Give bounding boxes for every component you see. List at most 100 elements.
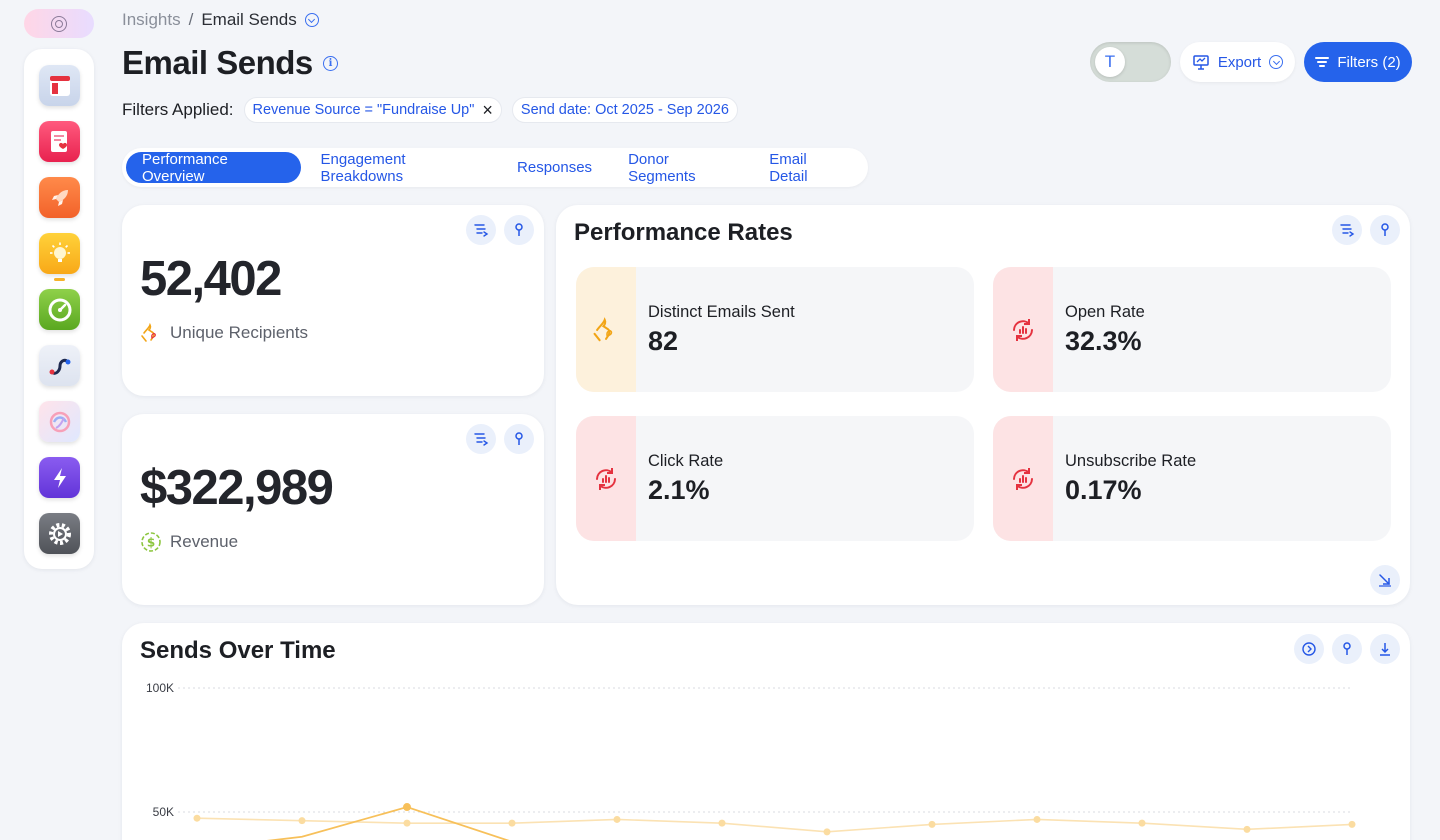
download-icon[interactable] [1370, 634, 1400, 664]
revenue-label: Revenue [170, 532, 239, 551]
details-list-icon[interactable] [466, 424, 496, 454]
data-point[interactable] [1138, 819, 1146, 827]
page-title: Email Sends i [122, 44, 338, 82]
series-line [196, 817, 1353, 833]
data-point[interactable] [403, 803, 411, 812]
y-tick-label: 100K [146, 681, 174, 695]
lightbulb-app-icon[interactable] [39, 233, 80, 274]
applied-filters: Filters Applied: Revenue Source = "Fundr… [122, 97, 738, 123]
rate-tile-accent [993, 267, 1053, 392]
rate-label: Distinct Emails Sent [648, 303, 795, 321]
revenue-label-row: $ Revenue [140, 531, 238, 553]
text-mode-toggle[interactable]: T [1090, 42, 1171, 82]
sends-over-time-chart: 100K 50K [146, 681, 1356, 840]
chevron-down-icon[interactable] [304, 13, 319, 27]
tab-donor-segments[interactable]: Donor Segments [628, 150, 696, 185]
data-point[interactable] [403, 819, 411, 827]
donor-profile-app-icon[interactable] [39, 121, 80, 162]
series-line [267, 806, 510, 840]
rate-tile-accent [576, 267, 636, 392]
details-list-icon[interactable] [466, 215, 496, 245]
page-title-text: Email Sends [122, 44, 313, 81]
sends-over-time-card: Sends Over Time 100K 50K [122, 623, 1410, 840]
toggle-knob: T [1095, 47, 1125, 77]
unique-recipients-label: Unique Recipients [170, 323, 308, 342]
filter-chip-label: Revenue Source = "Fundraise Up" [252, 102, 475, 118]
data-point[interactable] [1033, 815, 1041, 823]
pin-icon[interactable] [1332, 634, 1362, 664]
rate-tile-distinct-emails: Distinct Emails Sent 82 [576, 267, 974, 392]
rate-tile-accent [993, 416, 1053, 541]
breadcrumb-root-link[interactable]: Insights [122, 10, 181, 29]
rate-value: 2.1% [648, 475, 710, 505]
performance-rates-title: Performance Rates [574, 219, 793, 246]
filter-chip-revenue-source[interactable]: Revenue Source = "Fundraise Up" × [243, 97, 502, 123]
chart-refresh-icon [1013, 318, 1033, 341]
revenue-value: $322,989 [140, 461, 334, 515]
data-point[interactable] [1348, 820, 1356, 828]
view-tabs: Performance Overview Engagement Breakdow… [122, 148, 868, 187]
svg-text:$: $ [147, 536, 155, 550]
text-t-icon: T [1104, 52, 1116, 71]
unique-recipients-value: 52,402 [140, 252, 282, 306]
collapse-arrow-icon[interactable] [1370, 565, 1400, 595]
data-point[interactable] [508, 819, 516, 827]
settings-app-icon[interactable] [39, 513, 80, 554]
details-list-icon[interactable] [1332, 215, 1362, 245]
data-point[interactable] [718, 819, 726, 827]
unique-recipients-card: 52,402 Unique Recipients [122, 205, 544, 396]
rate-tile-unsubscribe-rate: Unsubscribe Rate 0.17% [993, 416, 1391, 541]
pin-icon[interactable] [504, 424, 534, 454]
rate-tile-accent [576, 416, 636, 541]
breadcrumb-current: Email Sends [201, 10, 297, 29]
breadcrumb-separator: / [188, 10, 194, 29]
info-icon[interactable]: i [322, 55, 338, 71]
data-point[interactable] [613, 815, 621, 823]
data-point[interactable] [1243, 825, 1251, 833]
app-sidebar [24, 49, 94, 569]
filters-applied-label: Filters Applied: [122, 100, 234, 119]
rate-value: 32.3% [1065, 326, 1142, 356]
tab-email-detail[interactable]: Email Detail [769, 150, 808, 185]
filters-label: Filters (2) [1337, 53, 1401, 71]
hand-heart-icon [593, 316, 613, 341]
presentation-icon [1193, 55, 1209, 70]
data-point[interactable] [928, 820, 936, 828]
export-button[interactable]: Export [1180, 42, 1295, 82]
swirl-app-icon[interactable] [39, 401, 80, 442]
chart-title: Sends Over Time [140, 637, 336, 664]
dashboard-app-icon[interactable] [39, 65, 80, 106]
filter-chip-send-date[interactable]: Send date: Oct 2025 - Sep 2026 [511, 97, 738, 123]
workspace-logo-icon [51, 15, 67, 32]
rate-value: 82 [648, 326, 679, 356]
chevron-down-icon [1269, 55, 1284, 69]
export-label: Export [1217, 53, 1262, 71]
gauge-app-icon[interactable] [39, 289, 80, 330]
pin-icon[interactable] [504, 215, 534, 245]
rate-label: Click Rate [648, 452, 724, 470]
bolt-app-icon[interactable] [39, 457, 80, 498]
rate-tile-open-rate: Open Rate 32.3% [993, 267, 1391, 392]
filter-chip-label: Send date: Oct 2025 - Sep 2026 [520, 102, 729, 118]
play-circle-icon[interactable] [1294, 634, 1324, 664]
rate-value: 0.17% [1065, 475, 1142, 505]
filters-button[interactable]: Filters (2) [1304, 42, 1412, 82]
tab-performance-overview[interactable]: Performance Overview [126, 151, 301, 185]
filter-lines-icon [1315, 57, 1330, 67]
close-icon[interactable]: × [482, 100, 493, 120]
data-point[interactable] [193, 814, 201, 822]
performance-rates-card: Performance Rates Distinct Emails Sent 8… [556, 205, 1410, 605]
tab-engagement-breakdowns[interactable]: Engagement Breakdowns [320, 150, 406, 185]
data-point[interactable] [298, 817, 306, 825]
workspace-switcher[interactable] [24, 9, 94, 38]
rate-label: Open Rate [1065, 303, 1145, 321]
breadcrumb: Insights / Email Sends [122, 10, 319, 30]
data-point[interactable] [823, 828, 831, 836]
tab-responses[interactable]: Responses [517, 159, 593, 176]
unique-recipients-label-row: Unique Recipients [140, 322, 308, 344]
rocket-app-icon[interactable] [39, 177, 80, 218]
chart-refresh-icon [596, 467, 616, 490]
journey-app-icon[interactable] [39, 345, 80, 386]
rate-label: Unsubscribe Rate [1065, 452, 1197, 470]
pin-icon[interactable] [1370, 215, 1400, 245]
